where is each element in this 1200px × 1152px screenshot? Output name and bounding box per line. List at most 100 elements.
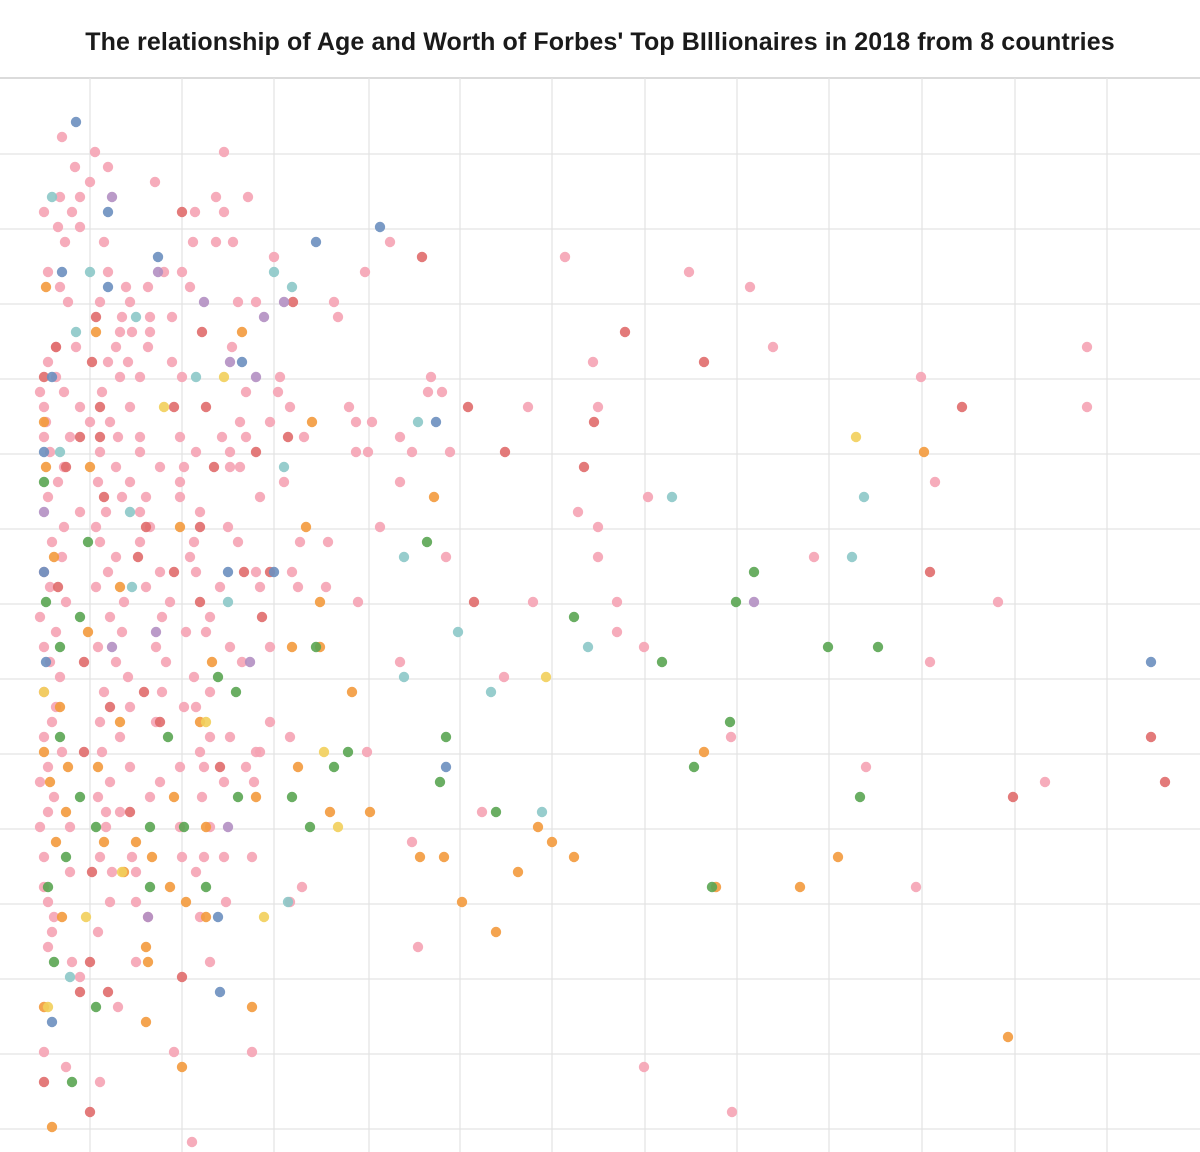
scatter-point[interactable] — [485, 686, 497, 698]
scatter-point[interactable] — [34, 821, 46, 833]
scatter-point[interactable] — [186, 1136, 198, 1148]
scatter-point[interactable] — [59, 236, 71, 248]
scatter-point[interactable] — [96, 386, 108, 398]
scatter-point[interactable] — [130, 866, 142, 878]
scatter-point[interactable] — [174, 476, 186, 488]
scatter-point[interactable] — [956, 401, 968, 413]
scatter-point[interactable] — [56, 131, 68, 143]
scatter-point[interactable] — [149, 176, 161, 188]
scatter-point[interactable] — [414, 851, 426, 863]
scatter-point[interactable] — [42, 761, 54, 773]
scatter-point[interactable] — [106, 866, 118, 878]
scatter-point[interactable] — [440, 551, 452, 563]
scatter-point[interactable] — [200, 821, 212, 833]
scatter-point[interactable] — [38, 206, 50, 218]
scatter-point[interactable] — [328, 761, 340, 773]
scatter-point[interactable] — [416, 251, 428, 263]
scatter-point[interactable] — [74, 986, 86, 998]
scatter-point[interactable] — [698, 356, 710, 368]
scatter-point[interactable] — [440, 761, 452, 773]
scatter-point[interactable] — [100, 506, 112, 518]
scatter-point[interactable] — [287, 296, 299, 308]
scatter-point[interactable] — [240, 386, 252, 398]
scatter-point[interactable] — [204, 611, 216, 623]
scatter-point[interactable] — [328, 296, 340, 308]
scatter-point[interactable] — [394, 656, 406, 668]
scatter-point[interactable] — [92, 641, 104, 653]
scatter-point[interactable] — [48, 791, 60, 803]
scatter-point[interactable] — [94, 536, 106, 548]
scatter-point[interactable] — [178, 701, 190, 713]
scatter-point[interactable] — [82, 626, 94, 638]
scatter-point[interactable] — [118, 596, 130, 608]
scatter-point[interactable] — [587, 356, 599, 368]
scatter-point[interactable] — [854, 791, 866, 803]
scatter-point[interactable] — [234, 461, 246, 473]
scatter-point[interactable] — [142, 956, 154, 968]
scatter-point[interactable] — [456, 896, 468, 908]
scatter-point[interactable] — [64, 866, 76, 878]
scatter-point[interactable] — [104, 896, 116, 908]
scatter-point[interactable] — [286, 791, 298, 803]
scatter-point[interactable] — [832, 851, 844, 863]
scatter-point[interactable] — [430, 416, 442, 428]
scatter-point[interactable] — [126, 581, 138, 593]
scatter-point[interactable] — [74, 401, 86, 413]
scatter-point[interactable] — [42, 1001, 54, 1013]
scatter-point[interactable] — [78, 656, 90, 668]
scatter-point[interactable] — [536, 806, 548, 818]
scatter-point[interactable] — [236, 356, 248, 368]
scatter-point[interactable] — [74, 971, 86, 983]
scatter-point[interactable] — [846, 551, 858, 563]
scatter-point[interactable] — [189, 206, 201, 218]
scatter-point[interactable] — [210, 191, 222, 203]
scatter-point[interactable] — [872, 641, 884, 653]
scatter-point[interactable] — [332, 821, 344, 833]
scatter-point[interactable] — [324, 806, 336, 818]
scatter-point[interactable] — [250, 446, 262, 458]
scatter-point[interactable] — [92, 791, 104, 803]
scatter-point[interactable] — [300, 521, 312, 533]
scatter-point[interactable] — [98, 236, 110, 248]
scatter-point[interactable] — [350, 416, 362, 428]
scatter-point[interactable] — [46, 536, 58, 548]
scatter-point[interactable] — [100, 806, 112, 818]
scatter-point[interactable] — [254, 746, 266, 758]
scatter-point[interactable] — [130, 836, 142, 848]
scatter-point[interactable] — [234, 416, 246, 428]
scatter-point[interactable] — [38, 1046, 50, 1058]
scatter-point[interactable] — [104, 416, 116, 428]
scatter-point[interactable] — [94, 1076, 106, 1088]
scatter-point[interactable] — [264, 416, 276, 428]
scatter-point[interactable] — [38, 431, 50, 443]
scatter-point[interactable] — [296, 881, 308, 893]
scatter-point[interactable] — [38, 371, 50, 383]
scatter-point[interactable] — [62, 761, 74, 773]
scatter-point[interactable] — [144, 311, 156, 323]
scatter-point[interactable] — [176, 371, 188, 383]
scatter-point[interactable] — [164, 596, 176, 608]
scatter-point[interactable] — [84, 416, 96, 428]
scatter-point[interactable] — [438, 851, 450, 863]
scatter-point[interactable] — [250, 791, 262, 803]
scatter-point[interactable] — [94, 431, 106, 443]
scatter-point[interactable] — [666, 491, 678, 503]
scatter-point[interactable] — [292, 761, 304, 773]
scatter-point[interactable] — [406, 446, 418, 458]
scatter-point[interactable] — [130, 956, 142, 968]
scatter-point[interactable] — [94, 851, 106, 863]
scatter-point[interactable] — [124, 506, 136, 518]
scatter-point[interactable] — [683, 266, 695, 278]
scatter-point[interactable] — [444, 446, 456, 458]
scatter-point[interactable] — [90, 311, 102, 323]
scatter-point[interactable] — [910, 881, 922, 893]
scatter-point[interactable] — [688, 761, 700, 773]
scatter-point[interactable] — [204, 686, 216, 698]
scatter-point[interactable] — [272, 386, 284, 398]
scatter-point[interactable] — [64, 971, 76, 983]
scatter-point[interactable] — [726, 1106, 738, 1118]
scatter-point[interactable] — [194, 746, 206, 758]
scatter-point[interactable] — [64, 431, 76, 443]
scatter-point[interactable] — [200, 716, 212, 728]
scatter-point[interactable] — [144, 821, 156, 833]
